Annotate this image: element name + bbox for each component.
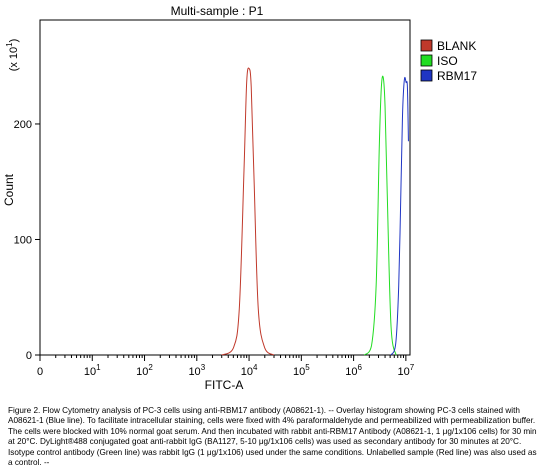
figure-caption: Figure 2. Flow Cytometry analysis of PC-… [8,406,537,468]
chart-svg: Multi-sample : P1 (x 101) Count FITC-A 0… [2,4,477,392]
y-multiplier-label: (x 101) [5,39,20,72]
legend-label-rbm17: RBM17 [437,69,477,83]
plot-frame [39,19,411,356]
chart-title: Multi-sample : P1 [171,4,264,18]
series-iso-line [363,75,397,356]
x-tick-label: 0 [37,366,43,378]
y-tick-label: 200 [14,119,32,131]
x-tick-label: 102 [136,363,153,378]
x-tick-label: 104 [241,363,258,378]
y-multiplier-text: (x 10 [8,47,20,71]
series-blank-line [221,67,275,356]
y-multiplier-exp: 1 [5,42,14,47]
legend-label-iso: ISO [437,54,458,68]
x-tick-label: 101 [84,363,101,378]
histogram-series [221,67,409,356]
svg-text:(x 101): (x 101) [5,39,20,72]
y-axis-title: Count [2,173,16,206]
flow-cytometry-chart: Multi-sample : P1 (x 101) Count FITC-A 0… [2,4,477,392]
x-tick-label: 106 [345,363,362,378]
y-tick-label: 0 [26,350,32,362]
x-axis-ticks: 0 101 102 103 104 105 106 107 [37,355,415,378]
y-tick-label: 100 [14,234,32,246]
legend-label-blank: BLANK [437,39,476,53]
x-axis-title: FITC-A [205,378,244,392]
x-tick-label: 105 [293,363,310,378]
x-tick-label: 107 [398,363,415,378]
x-tick-label: 103 [188,363,205,378]
legend-swatch-rbm17 [420,69,433,82]
series-rbm17-line [390,76,409,356]
y-axis-ticks: 0 100 200 [14,119,40,362]
legend-swatch-blank [420,39,433,52]
legend-swatch-iso [420,54,433,67]
